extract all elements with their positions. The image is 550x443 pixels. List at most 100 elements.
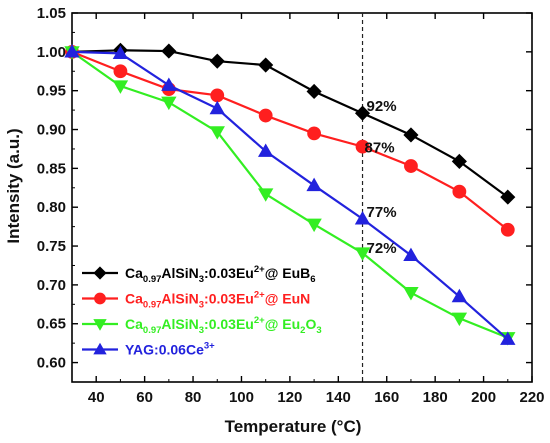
legend-label-part: YAG:0.06Ce (125, 342, 204, 358)
legend-label-part: :0.03Eu (204, 265, 254, 281)
series-eun-point (210, 88, 225, 103)
series-eu2o3-point (451, 312, 468, 327)
y-tick-label: 0.80 (37, 199, 66, 216)
series-eun-point (500, 222, 515, 237)
legend-entry: Ca0.97AlSiN3:0.03Eu2+@ EuB6 (82, 264, 316, 285)
series-eun-line (71, 50, 509, 231)
series-eub6-point (403, 127, 419, 143)
x-tick-label: 40 (88, 389, 105, 406)
legend-label: YAG:0.06Ce3+ (125, 341, 215, 358)
x-tick-label: 100 (229, 389, 254, 406)
legend-label-part: AlSiN (161, 265, 198, 281)
legend-label-part: @ EuB (265, 265, 311, 281)
legend-label-part: 0.97 (143, 274, 162, 285)
y-tick-label: 1.05 (37, 5, 66, 22)
series-eu2o3-point (403, 287, 419, 301)
series-eub6-point (209, 53, 225, 69)
legend-label-part: Ca (125, 316, 143, 332)
annotation-label: 77% (367, 204, 397, 221)
y-tick-label: 0.90 (37, 122, 66, 139)
legend-label-part: @ Eu (265, 316, 300, 332)
x-tick-label: 60 (136, 389, 153, 406)
plot-frame (71, 12, 533, 383)
x-tick-label: 80 (185, 389, 202, 406)
series-eub6-line (71, 49, 509, 198)
annotation-label: 87% (365, 140, 395, 157)
annotation-label: 72% (367, 240, 397, 257)
legend-label-part: 3 (199, 274, 204, 285)
series-eu2o3-point (354, 247, 371, 261)
legend-label-part: 6 (310, 274, 315, 285)
series-eub6 (71, 49, 509, 198)
series-yag-line (71, 50, 509, 341)
legend-label-part: 0.97 (143, 325, 162, 336)
legend-label-part: 2+ (254, 290, 265, 301)
series-eu2o3-point (209, 126, 225, 140)
series-yag-point (257, 143, 274, 157)
series-yag-point (354, 211, 371, 225)
series-eu2o3-point (112, 80, 129, 94)
legend-entry: Ca0.97AlSiN3:0.03Eu2+@ Eu2O3 (82, 315, 322, 336)
legend-label-part: Ca (125, 265, 143, 281)
legend-label: Ca0.97AlSiN3:0.03Eu2+@ Eu2O3 (125, 315, 322, 336)
series-eu2o3 (71, 50, 509, 339)
series-yag-point (112, 45, 129, 60)
series-eun-point (404, 159, 418, 173)
legend-label-part: 3 (316, 325, 321, 336)
series-eub6-point (451, 153, 467, 169)
series-yag (71, 50, 509, 341)
x-tick-label: 180 (423, 389, 448, 406)
y-tick-label: 0.70 (37, 277, 66, 294)
series-yag-point (403, 247, 419, 262)
legend-label: Ca0.97AlSiN3:0.03Eu2+@ EuN (125, 290, 310, 311)
series-yag-point (209, 100, 225, 115)
legend-label-part: 2+ (254, 315, 265, 326)
legend-label-part: 3 (199, 325, 204, 336)
series-yag-point (306, 177, 322, 192)
y-tick-label: 0.60 (37, 355, 66, 372)
series-yag-point (64, 44, 80, 58)
legend-label-part: 2+ (254, 264, 265, 275)
series-eub6-point (306, 83, 322, 100)
series-eu2o3-point (161, 96, 177, 111)
series-yag-point (451, 288, 468, 303)
legend-label-part: O (305, 316, 316, 332)
y-tick-label: 0.75 (37, 238, 66, 255)
x-tick-label: 200 (471, 389, 496, 406)
legend-label-part: :0.03Eu (204, 316, 254, 332)
series-eu2o3-point (257, 188, 274, 202)
legend-label-part: @ EuN (265, 291, 311, 307)
annotation-label: 92% (367, 98, 397, 115)
legend-label: Ca0.97AlSiN3:0.03Eu2+@ EuB6 (125, 264, 316, 285)
legend-marker (94, 292, 106, 305)
series-eu2o3-line (71, 50, 509, 339)
legend-entry: Ca0.97AlSiN3:0.03Eu2+@ EuN (82, 290, 310, 311)
series-eub6-point (161, 43, 177, 59)
legend-marker (93, 342, 107, 355)
series-eun (71, 50, 509, 231)
legend-label-part: 3+ (204, 341, 215, 352)
series-yag-point (161, 77, 177, 91)
legend-marker (93, 266, 107, 280)
legend-label-part: AlSiN (161, 316, 198, 332)
y-tick-label: 0.65 (37, 316, 66, 333)
legend-label-part: 2 (300, 325, 305, 336)
series-eub6-point (354, 105, 371, 121)
y-axis-title: Intensity (a.u.) (4, 128, 23, 243)
series-eu2o3-point (306, 218, 322, 233)
legend-marker (93, 319, 107, 331)
legend-label-part: AlSiN (161, 291, 198, 307)
x-tick-label: 160 (374, 389, 399, 406)
x-tick-label: 220 (519, 389, 544, 406)
y-tick-label: 1.00 (37, 44, 66, 61)
series-eub6-point (500, 189, 516, 205)
legend-label-part: :0.03Eu (204, 291, 254, 307)
legend-label-part: 0.97 (143, 300, 162, 311)
x-tick-label: 140 (326, 389, 351, 406)
legend-label-part: Ca (125, 291, 143, 307)
y-tick-label: 0.85 (37, 160, 66, 177)
legend-label-part: 3 (199, 300, 204, 311)
series-eun-point (258, 108, 273, 123)
series-eun-point (452, 184, 467, 199)
